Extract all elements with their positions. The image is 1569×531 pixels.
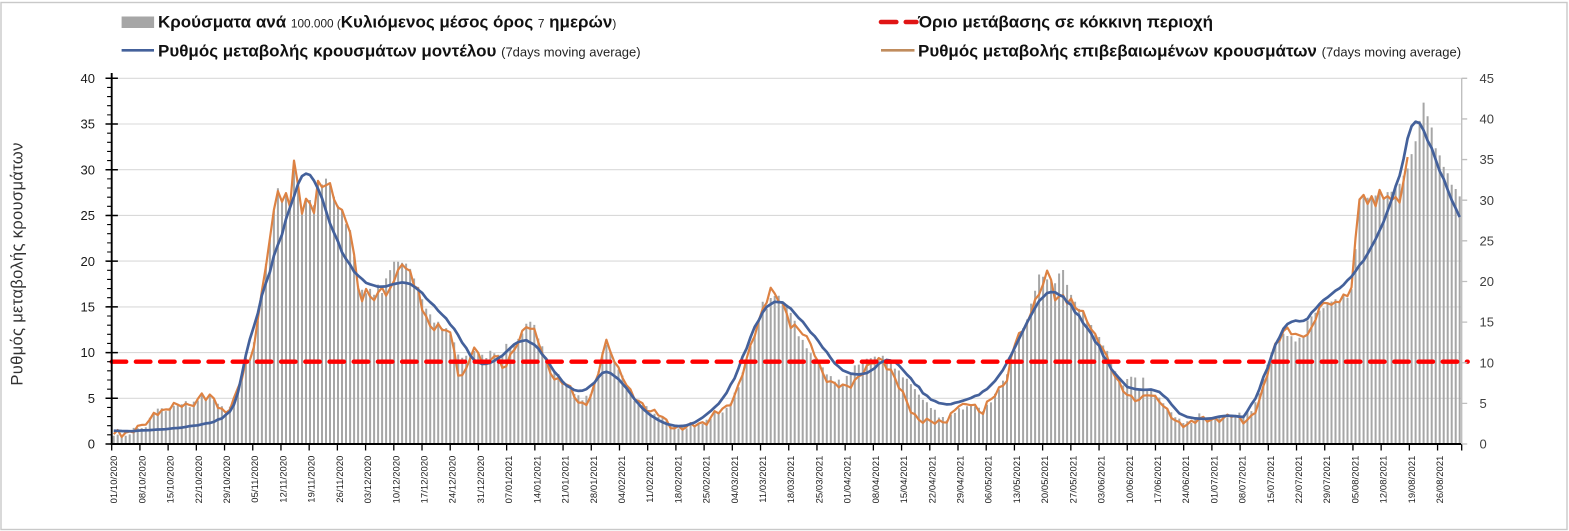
svg-text:30: 30 bbox=[81, 162, 95, 177]
svg-text:13/05/2021: 13/05/2021 bbox=[1011, 456, 1022, 504]
svg-text:30: 30 bbox=[1480, 193, 1494, 208]
svg-text:15/10/2020: 15/10/2020 bbox=[165, 456, 176, 504]
svg-text:29/04/2021: 29/04/2021 bbox=[955, 456, 966, 504]
svg-text:15: 15 bbox=[81, 300, 95, 315]
svg-text:06/05/2021: 06/05/2021 bbox=[983, 455, 994, 503]
svg-text:5: 5 bbox=[1480, 396, 1487, 411]
svg-text:10: 10 bbox=[81, 345, 95, 360]
svg-text:15: 15 bbox=[1480, 315, 1494, 330]
svg-text:25/02/2021: 25/02/2021 bbox=[701, 456, 712, 504]
svg-text:40: 40 bbox=[1480, 112, 1494, 127]
svg-text:05/11/2020: 05/11/2020 bbox=[249, 456, 260, 503]
svg-text:08/07/2021: 08/07/2021 bbox=[1237, 456, 1248, 504]
svg-text:08/04/2021: 08/04/2021 bbox=[870, 456, 881, 504]
svg-text:0: 0 bbox=[88, 437, 95, 452]
svg-text:03/06/2021: 03/06/2021 bbox=[1096, 456, 1107, 504]
svg-text:22/07/2021: 22/07/2021 bbox=[1293, 456, 1304, 504]
svg-text:20/05/2021: 20/05/2021 bbox=[1039, 456, 1050, 504]
svg-text:35: 35 bbox=[1480, 152, 1494, 167]
svg-text:0: 0 bbox=[1480, 437, 1487, 452]
svg-text:Ρυθμός μεταβολής επιβεβαιωμένω: Ρυθμός μεταβολής επιβεβαιωμένων κρουσμάτ… bbox=[918, 42, 1461, 61]
svg-text:01/04/2021: 01/04/2021 bbox=[842, 456, 853, 504]
svg-text:20: 20 bbox=[81, 254, 95, 269]
svg-text:17/06/2021: 17/06/2021 bbox=[1152, 456, 1163, 504]
svg-text:19/08/2021: 19/08/2021 bbox=[1406, 456, 1417, 504]
svg-text:15/04/2021: 15/04/2021 bbox=[898, 456, 909, 504]
svg-text:45: 45 bbox=[1480, 71, 1494, 86]
svg-text:17/12/2020: 17/12/2020 bbox=[419, 456, 430, 504]
svg-text:18/03/2021: 18/03/2021 bbox=[785, 456, 796, 504]
svg-text:10: 10 bbox=[1480, 355, 1494, 370]
svg-text:19/11/2020: 19/11/2020 bbox=[306, 456, 317, 503]
svg-text:21/01/2021: 21/01/2021 bbox=[560, 456, 571, 504]
svg-text:26/08/2021: 26/08/2021 bbox=[1434, 456, 1445, 504]
svg-text:24/06/2021: 24/06/2021 bbox=[1180, 456, 1191, 504]
svg-text:40: 40 bbox=[81, 71, 95, 86]
svg-text:28/01/2021: 28/01/2021 bbox=[588, 456, 599, 504]
svg-text:04/02/2021: 04/02/2021 bbox=[616, 456, 627, 504]
svg-text:29/10/2020: 29/10/2020 bbox=[221, 456, 232, 504]
svg-text:31/12/2020: 31/12/2020 bbox=[475, 456, 486, 504]
svg-text:01/07/2021: 01/07/2021 bbox=[1208, 456, 1219, 504]
svg-text:26/11/2020: 26/11/2020 bbox=[334, 456, 345, 503]
svg-text:15/07/2021: 15/07/2021 bbox=[1265, 456, 1276, 504]
svg-text:08/10/2020: 08/10/2020 bbox=[136, 456, 147, 504]
svg-text:27/05/2021: 27/05/2021 bbox=[1067, 456, 1078, 504]
svg-text:07/01/2021: 07/01/2021 bbox=[503, 456, 514, 504]
svg-text:Όριο μετάβασης σε κόκκινη περι: Όριο μετάβασης σε κόκκινη περιοχή bbox=[917, 13, 1213, 32]
svg-text:25: 25 bbox=[81, 208, 95, 223]
svg-text:11/03/2021: 11/03/2021 bbox=[757, 456, 768, 503]
svg-text:22/04/2021: 22/04/2021 bbox=[926, 456, 937, 504]
svg-text:01/10/2020: 01/10/2020 bbox=[108, 456, 119, 504]
svg-text:Ρυθμός μεταβολής κρουσμάτων: Ρυθμός μεταβολής κρουσμάτων bbox=[8, 142, 27, 385]
svg-text:18/02/2021: 18/02/2021 bbox=[672, 456, 683, 504]
svg-text:12/11/2020: 12/11/2020 bbox=[278, 456, 289, 503]
svg-text:35: 35 bbox=[81, 117, 95, 132]
svg-text:05/08/2021: 05/08/2021 bbox=[1349, 456, 1360, 504]
svg-text:5: 5 bbox=[88, 391, 95, 406]
svg-text:10/06/2021: 10/06/2021 bbox=[1124, 456, 1135, 504]
svg-text:12/08/2021: 12/08/2021 bbox=[1378, 456, 1389, 504]
svg-text:Κρούσματα ανά 100.000 (Κυλιόμε: Κρούσματα ανά 100.000 (Κυλιόμενος μέσος … bbox=[158, 13, 616, 32]
svg-text:Ρυθμός μεταβολής κρουσμάτων μο: Ρυθμός μεταβολής κρουσμάτων μοντέλου (7d… bbox=[158, 42, 641, 61]
svg-text:25: 25 bbox=[1480, 233, 1494, 248]
svg-text:22/10/2020: 22/10/2020 bbox=[193, 456, 204, 504]
svg-text:29/07/2021: 29/07/2021 bbox=[1321, 456, 1332, 504]
svg-text:03/12/2020: 03/12/2020 bbox=[362, 456, 373, 504]
svg-text:04/03/2021: 04/03/2021 bbox=[729, 456, 740, 504]
svg-text:24/12/2020: 24/12/2020 bbox=[447, 456, 458, 504]
svg-text:25/03/2021: 25/03/2021 bbox=[814, 456, 825, 504]
svg-text:10/12/2020: 10/12/2020 bbox=[390, 456, 401, 504]
svg-text:11/02/2021: 11/02/2021 bbox=[644, 456, 655, 503]
svg-text:20: 20 bbox=[1480, 274, 1494, 289]
svg-text:14/01/2021: 14/01/2021 bbox=[531, 456, 542, 504]
